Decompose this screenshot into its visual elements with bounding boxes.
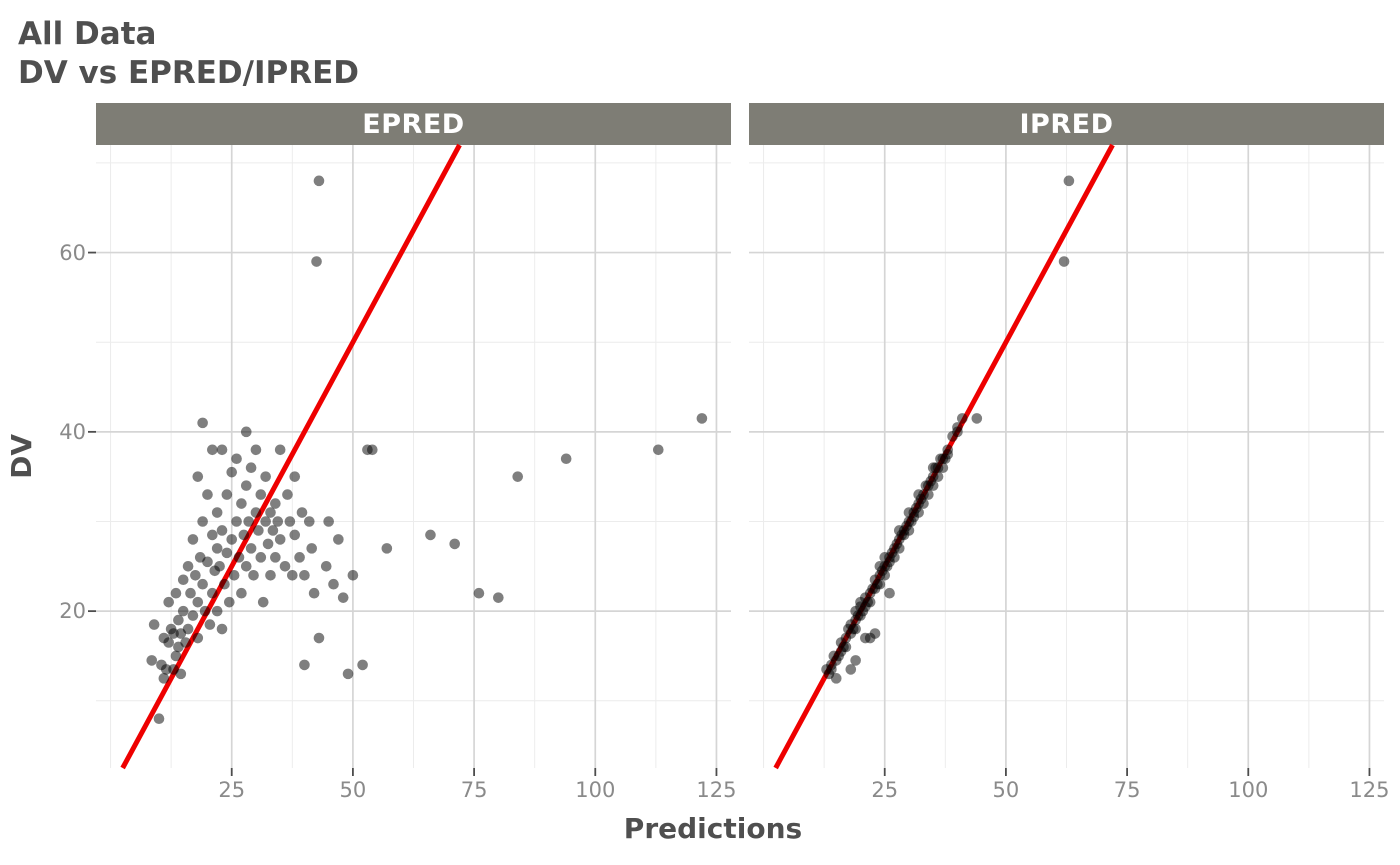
facet-strip-epred: EPRED	[96, 103, 731, 146]
x-tick-label: 100	[1228, 778, 1269, 803]
plot-grid: DV 20 40 60 EPRED IPRED 25 50 75 100 125 25 50 7…	[0, 103, 1400, 850]
x-tick-label: 25	[218, 778, 246, 803]
x-axis-tick-labels-epred: 25 50 75 100 125	[96, 768, 736, 804]
x-tick-label: 50	[339, 778, 367, 803]
chart-subtitle: DV vs EPRED/IPRED	[18, 54, 359, 91]
y-tick-label: 60	[59, 240, 86, 265]
y-axis-tick-labels: 20 40 60	[42, 145, 96, 768]
x-axis-title: Predictions	[623, 812, 803, 846]
y-tick-label: 20	[59, 599, 86, 624]
scatter-panel-epred	[88, 143, 731, 777]
chart-title: All Data	[18, 16, 157, 52]
x-tick-label: 75	[1113, 778, 1141, 803]
x-tick-label: 75	[460, 778, 488, 803]
facet-strip-ipred: IPRED	[749, 103, 1384, 146]
scatter-panel-ipred	[749, 143, 1384, 777]
y-axis-title-text: DV	[4, 434, 38, 480]
x-tick-label: 100	[575, 778, 616, 803]
x-tick-label: 25	[871, 778, 899, 803]
x-tick-label: 125	[1349, 778, 1390, 803]
x-tick-label: 50	[992, 778, 1020, 803]
x-tick-label: 125	[696, 778, 737, 803]
y-tick-label: 40	[59, 420, 86, 444]
titles-block: All Data DV vs EPRED/IPRED	[0, 0, 1400, 91]
y-axis-title: DV	[0, 145, 42, 768]
x-axis-tick-labels-ipred: 25 50 75 100 125	[749, 768, 1389, 804]
